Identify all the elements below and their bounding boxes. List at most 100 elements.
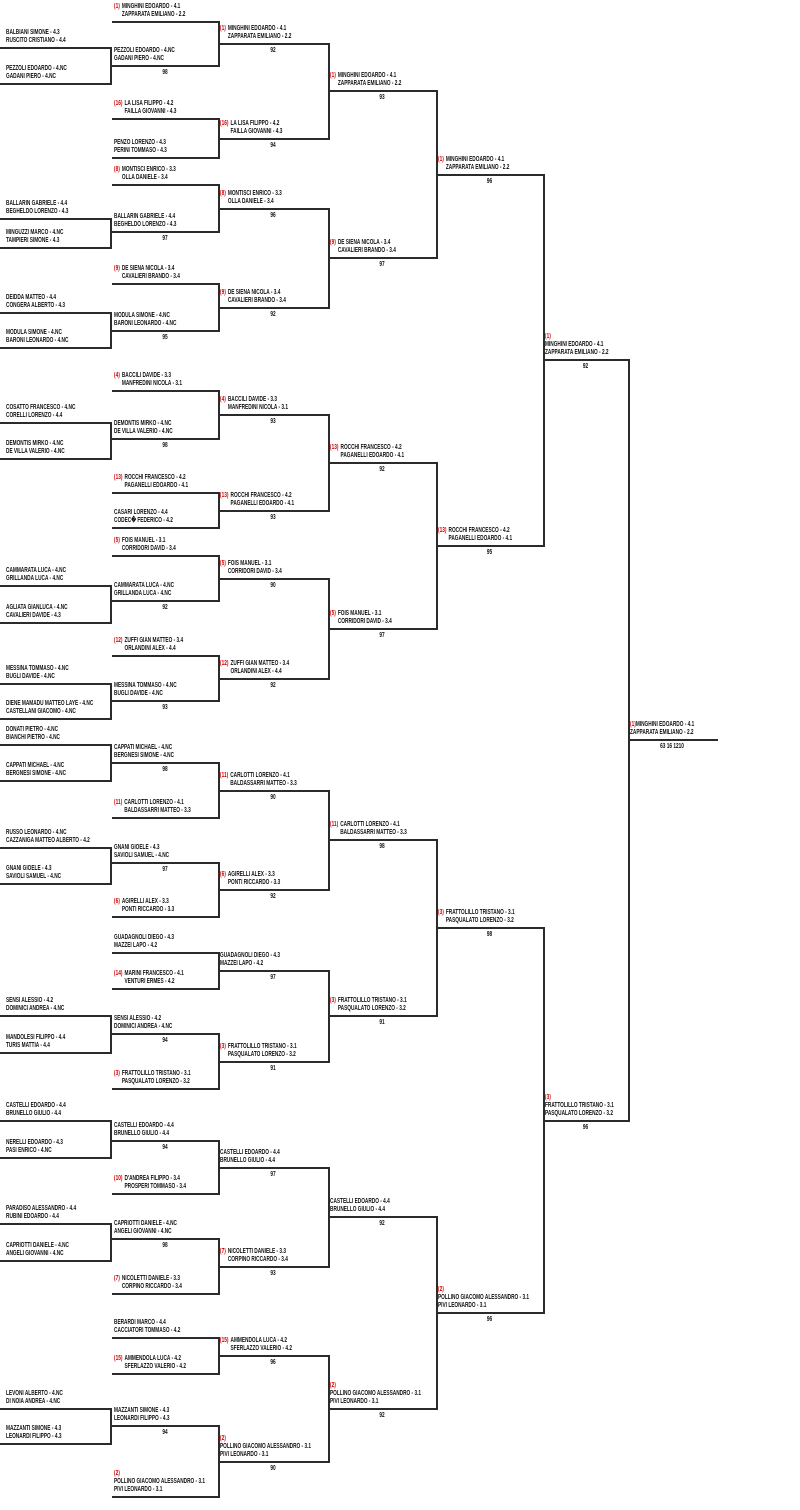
team-name: POLLINO GIACOMO ALESSANDRO - 3.1 [438,1293,530,1301]
team-names: CAMMARATA LUCA - 4.NC GRILLANDA LUCA - 4.… [114,582,174,598]
team-row: NERELLI EDOARDO - 4.3 PASI ENRICO - 4.NC [6,1139,63,1155]
team-name: PERINI TOMMASO - 4.3 [114,147,167,154]
team-name: SAVIOLI SAMUEL - 4.NC [114,852,170,859]
team-name: RUSCITO CRISTIANO - 4.4 [6,37,66,44]
team-row: AGLIATA GIANLUCA - 4.NC CAVALIERI DAVIDE … [6,604,68,620]
team-name: MARINI FRANCESCO - 4.1 [124,970,184,977]
team-name: MONTISCI ENRICO - 3.3 [121,166,176,173]
team-label: (9) DE SIENA NICOLA - 3.4 CAVALIERI BRANDO… [114,265,180,281]
team-row: (3) FRATTOLILLO TRISTANO - 3.1 PASQUALATO … [220,1043,297,1059]
team-name: ZUFFI GIAN MATTEO - 3.4 [124,637,184,644]
team-name: ROCCHI FRANCESCO - 4.2 [124,474,186,481]
team-name: DOMINICI ANDREA - 4.NC [114,1023,173,1030]
team-label: CAPRIOTTI DANIELE - 4.NC ANGELI GIOVANNI … [6,1242,69,1258]
team-name: GNANI GIOELE - 4.3 [6,865,52,872]
team-name: SFERLAZZO VALERIO - 4.2 [124,1363,187,1370]
team-name: PASQUALATO LORENZO - 3.2 [227,1050,296,1058]
team-label: NERELLI EDOARDO - 4.3 PASI ENRICO - 4.NC [6,1139,63,1155]
match-line [112,1238,220,1240]
team-name: NICOLETTI DANIELE - 3.3 [227,1247,287,1255]
match-score: 98 [379,843,385,851]
team-names: AMMENDOLA LUCA - 4.2 SFERLAZZO VALERIO - … [125,1355,187,1371]
seed-number: (13) [220,491,229,499]
team-name: CORRIDORI DAVID - 3.4 [227,567,282,575]
team-name: D'ANDREA FILIPPO - 3.4 [124,1175,180,1182]
team-names: LA LISA FILIPPO - 4.2 FAILLA GIOVANNI - 4… [125,100,177,116]
seed-number: (3) [220,1042,226,1050]
seed-number: (16) [114,100,123,107]
team-name: CARLOTTI LORENZO - 4.1 [124,799,184,806]
match-line [0,1223,112,1225]
team-row: (11) CARLOTTI LORENZO - 4.1 BALDASSARRI MA… [114,799,191,815]
team-row: (1)MINGHINI EDOARDO - 4.1 [630,721,694,729]
team-label: GUADAGNOLI DIEGO - 4.3 MAZZEI LAPO - 4.2 [114,934,174,950]
team-name: BARONI LEONARDO - 4.NC [114,320,177,327]
match-line [328,461,438,464]
team-row: (5) FOIS MANUEL - 3.1 CORRIDORI DAVID - 3.… [330,610,392,626]
team-name: CASTELLI EDOARDO - 4.4 [6,1102,66,1109]
match-line [112,1193,220,1195]
team-label: (1) MINGHINI EDOARDO - 4.1 ZAPPARATA EMILI… [220,25,291,41]
team-names: D'ANDREA FILIPPO - 3.4 PROSPERI TOMMASO -… [125,1175,187,1191]
team-names: CAPRIOTTI DANIELE - 4.NC ANGELI GIOVANNI … [6,1242,69,1258]
team-row: CAMMARATA LUCA - 4.NC GRILLANDA LUCA - 4.… [6,567,66,583]
team-name: PAGANELLI EDOARDO - 4.1 [448,534,513,542]
team-row: BALLARIN GABRIELE - 4.4 BEGHELDO LORENZO … [6,200,68,216]
team-names: GNANI GIOELE - 4.3 SAVIOLI SAMUEL - 4.NC [6,865,61,881]
match-line [218,1060,330,1063]
team-name: MINGHINI EDOARDO - 4.1 [445,155,505,163]
connector-line [110,1120,112,1159]
team-names: BALBIANI SIMONE - 4.3 RUSCITO CRISTIANO -… [6,29,66,45]
team-name: BRUNELLO GIULIO - 4.4 [330,1206,386,1213]
team-row: (1) MINGHINI EDOARDO - 4.1 ZAPPARATA EMILI… [114,3,185,19]
team-names: CASTELLI EDOARDO - 4.4 BRUNELLO GIULIO - … [330,1198,390,1214]
team-name: BRUNELLO GIULIO - 4.4 [6,1110,62,1117]
match-line [0,347,112,349]
match-line [112,817,220,819]
team-name: CASTELLANI GIACOMO - 4.NC [6,708,76,715]
team-names: DONATI PIETRO - 4.NC BIANCHI PIETRO - 4.N… [6,726,60,742]
match-line [218,1460,330,1463]
team-label: MINGUZZI MARCO - 4.NC TAMPIERI SIMONE - 4… [6,229,63,245]
team-label: (16) LA LISA FILIPPO - 4.2 FAILLA GIOVANNI… [220,120,282,136]
team-label: MAZZANTI SIMONE - 4.3 LEONARDI FILIPPO - … [6,1425,62,1441]
match-line [112,184,220,186]
seed-number: (14) [114,970,123,977]
team-label: (7) NICOLETTI DANIELE - 3.3 CORPINO RICCAR… [220,1248,288,1264]
team-names: CARLOTTI LORENZO - 4.1 BALDASSARRI MATTEO… [124,799,191,815]
match-line [218,970,330,972]
match-line [0,1157,112,1159]
team-names: CASARI LORENZO - 4.4 CODEC� FEDERICO - 4.… [114,509,173,525]
team-row: (11) CARLOTTI LORENZO - 4.1 BALDASSARRI MA… [330,821,407,837]
seed-number: (9) [114,265,120,272]
seed-number: (10) [114,1175,123,1182]
team-name: LEVONI ALBERTO - 4.NC [6,1390,63,1397]
match-score: 92 [582,363,589,371]
team-row: (1) MINGHINI EDOARDO - 4.1 ZAPPARATA EMILI… [438,156,509,172]
team-label: (6) AGIRELLI ALEX - 3.3 PONTI RICCARDO - 3… [220,871,280,887]
match-line [0,585,112,587]
team-name: PASQUALATO LORENZO - 3.2 [121,1078,190,1085]
team-label: (13) ROCCHI FRANCESCO - 4.2 PAGANELLI EDOA… [114,474,188,490]
team-name: BRUNELLO GIULIO - 4.4 [114,1130,170,1137]
match-line [628,739,718,742]
team-label: PENZO LORENZO - 4.3 PERINI TOMMASO - 4.3 [114,139,167,155]
match-score: 95 [162,334,168,341]
connector-line [110,847,112,885]
team-label: MODULA SIMONE - 4.NC BARONI LEONARDO - 4.… [114,312,176,328]
team-name: BIANCHI PIETRO - 4.NC [6,734,60,741]
team-row: (9) DE SIENA NICOLA - 3.4 CAVALIERI BRANDO… [114,265,180,281]
team-row: BERARDI MARCO - 4.4 CACCIATORI TOMMASO - … [114,1319,180,1335]
match-line [218,1166,330,1169]
seed-number: (1) [330,72,336,80]
team-row: PEZZOLI EDOARDO - 4.NC GADANI PIERO - 4.N… [114,47,175,63]
team-names: FRATTOLILLO TRISTANO - 3.1 PASQUALATO LOR… [228,1043,297,1059]
team-name: NICOLETTI DANIELE - 3.3 [121,1275,181,1282]
match-line [0,1443,112,1445]
match-line [328,1015,438,1018]
team-names: BACCILI DAVIDE - 3.3 MANFREDINI NICOLA - … [122,372,182,388]
team-label: SENSI ALESSIO - 4.2 DOMINICI ANDREA - 4.N… [6,997,64,1013]
team-name: CAVALIERI BRANDO - 3.4 [121,273,180,280]
team-name: GADANI PIERO - 4.NC [6,73,56,80]
match-score: 93 [270,1269,276,1277]
